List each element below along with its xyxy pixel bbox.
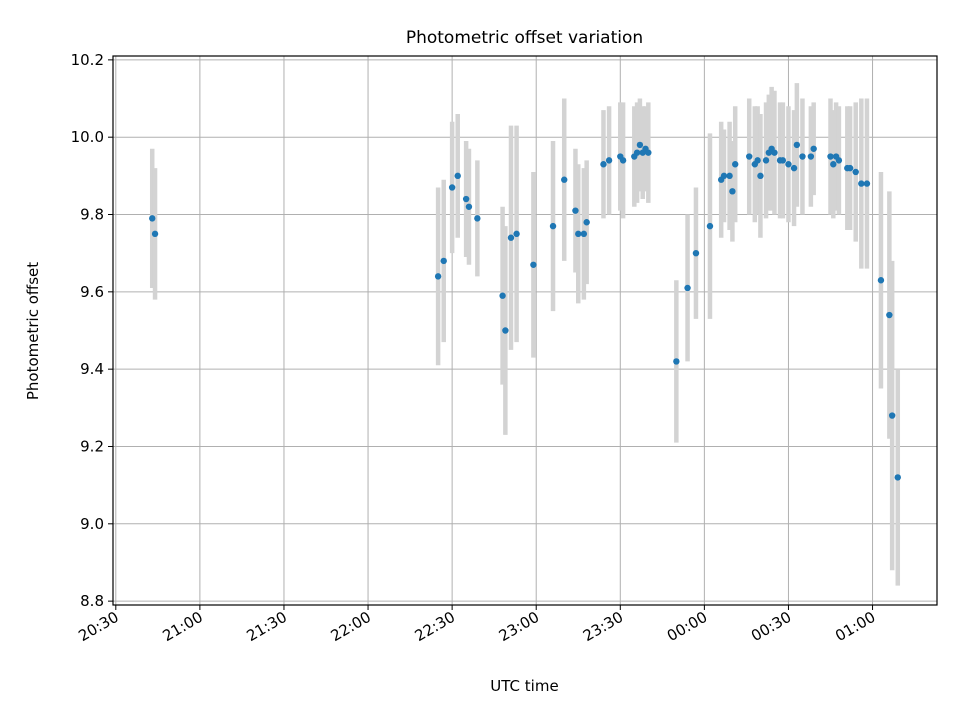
data-point (580, 230, 588, 238)
data-point (858, 180, 865, 187)
data-point (440, 257, 447, 265)
data-point (746, 153, 753, 160)
data-point (507, 234, 515, 241)
data-point (474, 215, 481, 222)
data-point (830, 161, 837, 168)
data-point (502, 327, 509, 334)
data-point (434, 273, 442, 280)
data-point (799, 153, 806, 160)
data-point (732, 161, 739, 168)
data-point (619, 157, 627, 164)
x-axis-label: UTC time (490, 677, 558, 695)
data-point (572, 207, 579, 214)
data-point (894, 474, 901, 481)
data-point (762, 157, 770, 164)
data-point (807, 153, 815, 160)
data-point (793, 141, 801, 149)
data-point (448, 184, 456, 191)
data-point (706, 222, 714, 230)
data-point (835, 157, 843, 164)
data-point (771, 149, 778, 156)
data-point (633, 149, 641, 156)
data-point (726, 172, 733, 180)
y-tick-label: 9.4 (80, 360, 104, 378)
data-point (151, 230, 159, 238)
data-point (810, 145, 817, 152)
data-point (729, 188, 736, 195)
data-point (785, 161, 792, 168)
data-point (888, 412, 896, 419)
data-point (684, 284, 691, 292)
y-tick-label: 9.0 (80, 515, 104, 533)
data-point (636, 141, 644, 149)
data-point (149, 215, 156, 222)
data-point (605, 157, 613, 164)
data-point (513, 230, 520, 238)
data-point (530, 261, 537, 268)
data-point (600, 161, 607, 168)
data-point (852, 168, 859, 176)
data-point (827, 153, 834, 160)
data-point (754, 157, 761, 164)
y-tick-label: 9.2 (80, 437, 104, 455)
y-tick-label: 9.8 (80, 206, 104, 224)
data-point (863, 180, 871, 187)
data-point (583, 219, 590, 226)
data-point (790, 164, 798, 172)
data-point (720, 172, 728, 180)
data-point (779, 157, 787, 164)
y-tick-label: 10.2 (71, 51, 104, 69)
data-point (757, 172, 764, 180)
chart-title: Photometric offset variation (406, 28, 643, 48)
data-points (149, 141, 901, 481)
data-point (877, 277, 885, 284)
data-point (645, 149, 652, 156)
data-point (561, 176, 568, 183)
data-point (465, 203, 473, 210)
y-axis: 8.8 9.0 9.2 9.4 9.6 9.8 10.0 10.2 (71, 51, 113, 610)
y-tick-label: 8.8 (80, 592, 104, 610)
y-tick-label: 9.6 (80, 283, 104, 301)
data-point (454, 172, 461, 180)
y-tick-label: 10.0 (71, 128, 104, 146)
data-point (549, 222, 557, 230)
data-point (499, 292, 506, 299)
y-axis-label: Photometric offset (24, 262, 42, 400)
plot-frame (112, 55, 938, 606)
data-point (886, 311, 893, 319)
data-point (575, 230, 582, 238)
data-point (673, 358, 680, 365)
grid (113, 56, 937, 605)
data-point (462, 195, 470, 203)
data-point (692, 249, 700, 257)
data-point (846, 164, 854, 172)
